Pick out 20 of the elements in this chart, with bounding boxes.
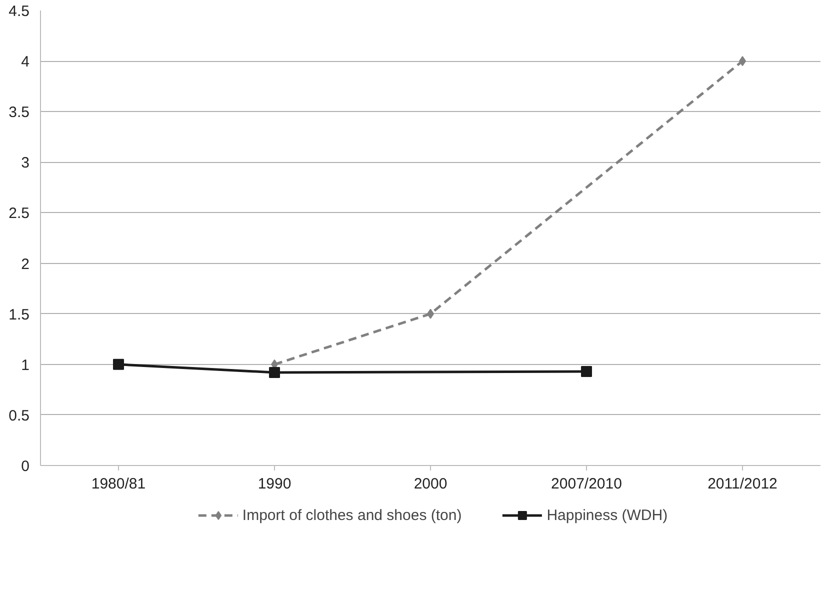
y-tick-label: 1.5: [8, 306, 30, 324]
y-tick-label: 0.5: [8, 407, 30, 424]
x-tick-label: 2011/2012: [708, 476, 778, 492]
point: [113, 358, 124, 370]
legend-label: Happiness (WDH): [546, 506, 668, 524]
y-tick-label: 0: [21, 458, 30, 475]
y-tick-label: 4: [21, 54, 30, 71]
y-tick-label: 4.5: [8, 3, 30, 20]
y-tick-label: 2.5: [8, 205, 30, 222]
point: [581, 366, 592, 377]
legend-label: Import of clothes and shoes (ton): [242, 506, 462, 524]
y-tick-label: 2: [21, 256, 30, 273]
x-tick-label: 1990: [258, 476, 292, 492]
y-tick-label: 3: [21, 154, 30, 172]
x-tick-label: 2000: [414, 476, 448, 492]
x-tick-label: 1980/81: [91, 476, 146, 492]
x-tick-label: 2007/2010: [551, 476, 622, 492]
y-tick-label: 3.5: [8, 104, 30, 122]
point: [269, 366, 280, 378]
y-tick-label: 1: [21, 356, 30, 374]
